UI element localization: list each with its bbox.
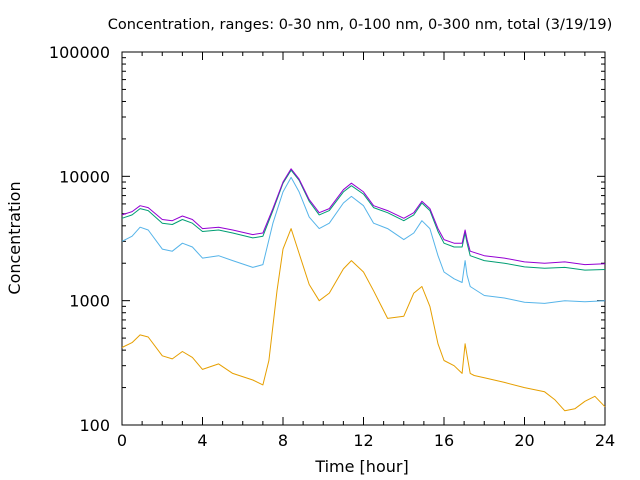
plot-area [121,51,606,426]
x-tick-label: 8 [278,431,288,450]
x-axis-label: Time [hour] [314,457,408,476]
x-tick-label: 12 [353,431,373,450]
series-line [121,176,606,304]
series-line [121,168,606,266]
x-tick-label: 24 [595,431,615,450]
axis-ticks [121,51,606,426]
x-tick-label: 0 [117,431,127,450]
series-line [121,228,606,412]
y-tick-label: 100 [79,416,110,435]
y-tick-label: 1000 [69,292,110,311]
x-tick-label: 4 [197,431,207,450]
y-tick-label: 100000 [49,43,110,62]
x-tick-labels: 0 4 8 12 16 20 24 [117,431,615,450]
x-tick-label: 16 [434,431,454,450]
x-tick-label: 20 [514,431,534,450]
plot-border [121,51,606,426]
y-tick-labels: 100 1000 10000 100000 [49,43,110,435]
series-line [121,169,606,271]
y-tick-label: 10000 [59,167,110,186]
chart-title: Concentration, ranges: 0-30 nm, 0-100 nm… [108,17,613,33]
y-axis-label: Concentration [5,181,24,294]
series-layer [121,168,606,412]
